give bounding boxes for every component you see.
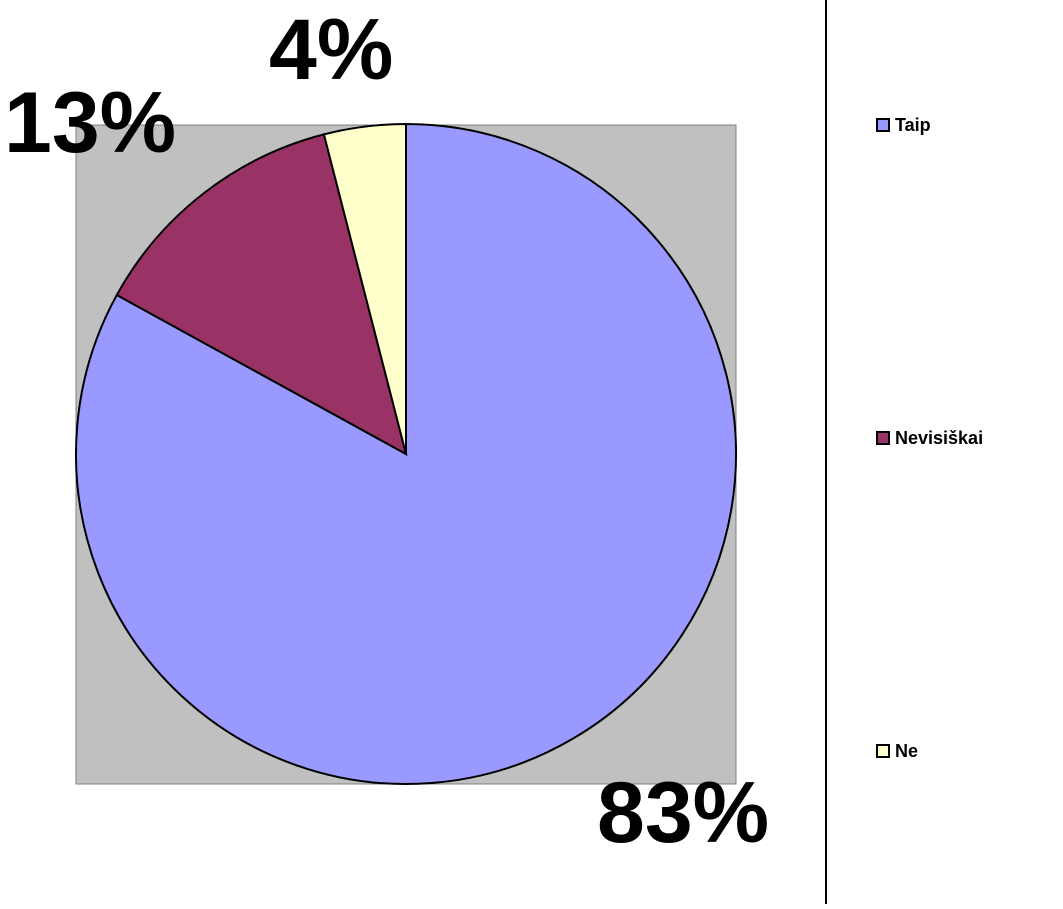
legend-swatch-ne	[876, 744, 890, 758]
data-label-nevisiškai: 13%	[4, 75, 176, 171]
legend-item-ne: Ne	[876, 739, 918, 763]
data-label-ne: 4%	[269, 2, 393, 98]
data-label-taip: 83%	[597, 765, 769, 861]
legend-swatch-taip	[876, 118, 890, 132]
legend-item-nevisiskai: Nevisiškai	[876, 426, 983, 450]
legend-label-ne: Ne	[895, 740, 919, 761]
legend-item-taip: Taip	[876, 113, 931, 137]
pie-slice-taip	[75, 122, 737, 785]
pie-slice-nevisiškai	[115, 133, 408, 456]
legend-label-nevisiskai: Nevisiškai	[895, 427, 984, 448]
legend-label-taip: Taip	[895, 114, 931, 135]
pie-slice-ne	[322, 122, 407, 455]
pie-data-labels: 83% 13% 4%	[4, 2, 769, 861]
pie-slices	[75, 122, 737, 785]
legend-swatch-nevisiskai	[876, 431, 890, 445]
